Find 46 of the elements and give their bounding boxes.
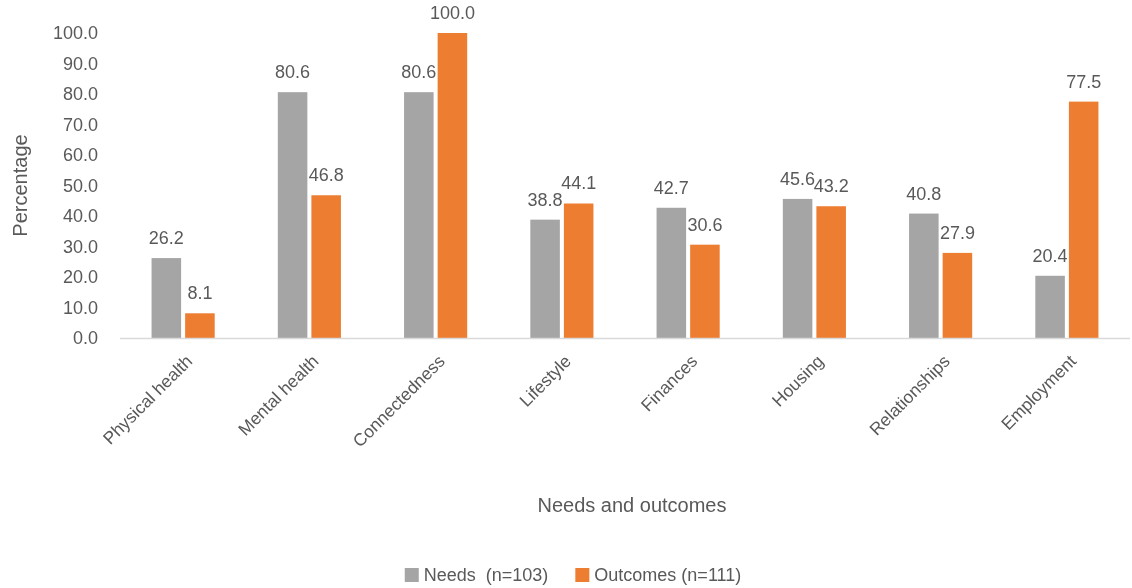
y-tick-label: 60.0 — [62, 145, 98, 166]
bar — [530, 219, 560, 338]
data-label: 8.1 — [187, 283, 213, 304]
y-tick-label: 70.0 — [62, 114, 98, 135]
bar — [311, 195, 341, 338]
y-tick-label: 0.0 — [72, 328, 98, 349]
y-tick-label: 40.0 — [62, 206, 98, 227]
data-label: 30.6 — [687, 214, 723, 235]
data-label: 80.6 — [275, 62, 311, 83]
data-label: 46.8 — [308, 165, 344, 186]
data-label: 44.1 — [561, 173, 597, 194]
y-tick-label: 30.0 — [62, 236, 98, 257]
y-tick-label: 50.0 — [62, 175, 98, 196]
bar — [404, 92, 434, 338]
bar — [909, 213, 939, 338]
data-label: 27.9 — [939, 222, 975, 243]
y-axis-title: Percentage — [9, 134, 31, 237]
bar — [437, 33, 468, 338]
y-tick-label: 100.0 — [52, 23, 98, 44]
data-label: 42.7 — [653, 177, 689, 198]
bar — [1068, 101, 1099, 338]
bar — [277, 92, 308, 338]
y-tick-label: 10.0 — [62, 297, 98, 318]
bar — [942, 252, 973, 338]
bar — [782, 198, 813, 338]
data-label: 100.0 — [429, 3, 475, 23]
bar — [563, 203, 594, 338]
bar — [151, 258, 182, 338]
bar — [690, 244, 720, 338]
legend-label: Outcomes (n=111) — [594, 565, 742, 586]
bar — [816, 206, 846, 338]
data-label: 80.6 — [401, 62, 437, 83]
data-label: 77.5 — [1066, 71, 1102, 92]
bar — [656, 207, 687, 338]
y-tick-label: 90.0 — [62, 53, 98, 74]
data-label: 20.4 — [1032, 245, 1068, 266]
y-tick-label: 80.0 — [62, 84, 98, 105]
data-label: 43.2 — [813, 176, 849, 197]
y-tick-label: 20.0 — [62, 267, 98, 288]
data-label: 38.8 — [527, 189, 563, 210]
bar — [1035, 275, 1065, 338]
data-label: 26.2 — [148, 228, 184, 249]
data-label: 40.8 — [906, 183, 942, 204]
x-axis-title: Needs and outcomes — [537, 494, 727, 516]
legend-label: Needs (n=103) — [423, 565, 549, 586]
bar — [185, 313, 215, 338]
